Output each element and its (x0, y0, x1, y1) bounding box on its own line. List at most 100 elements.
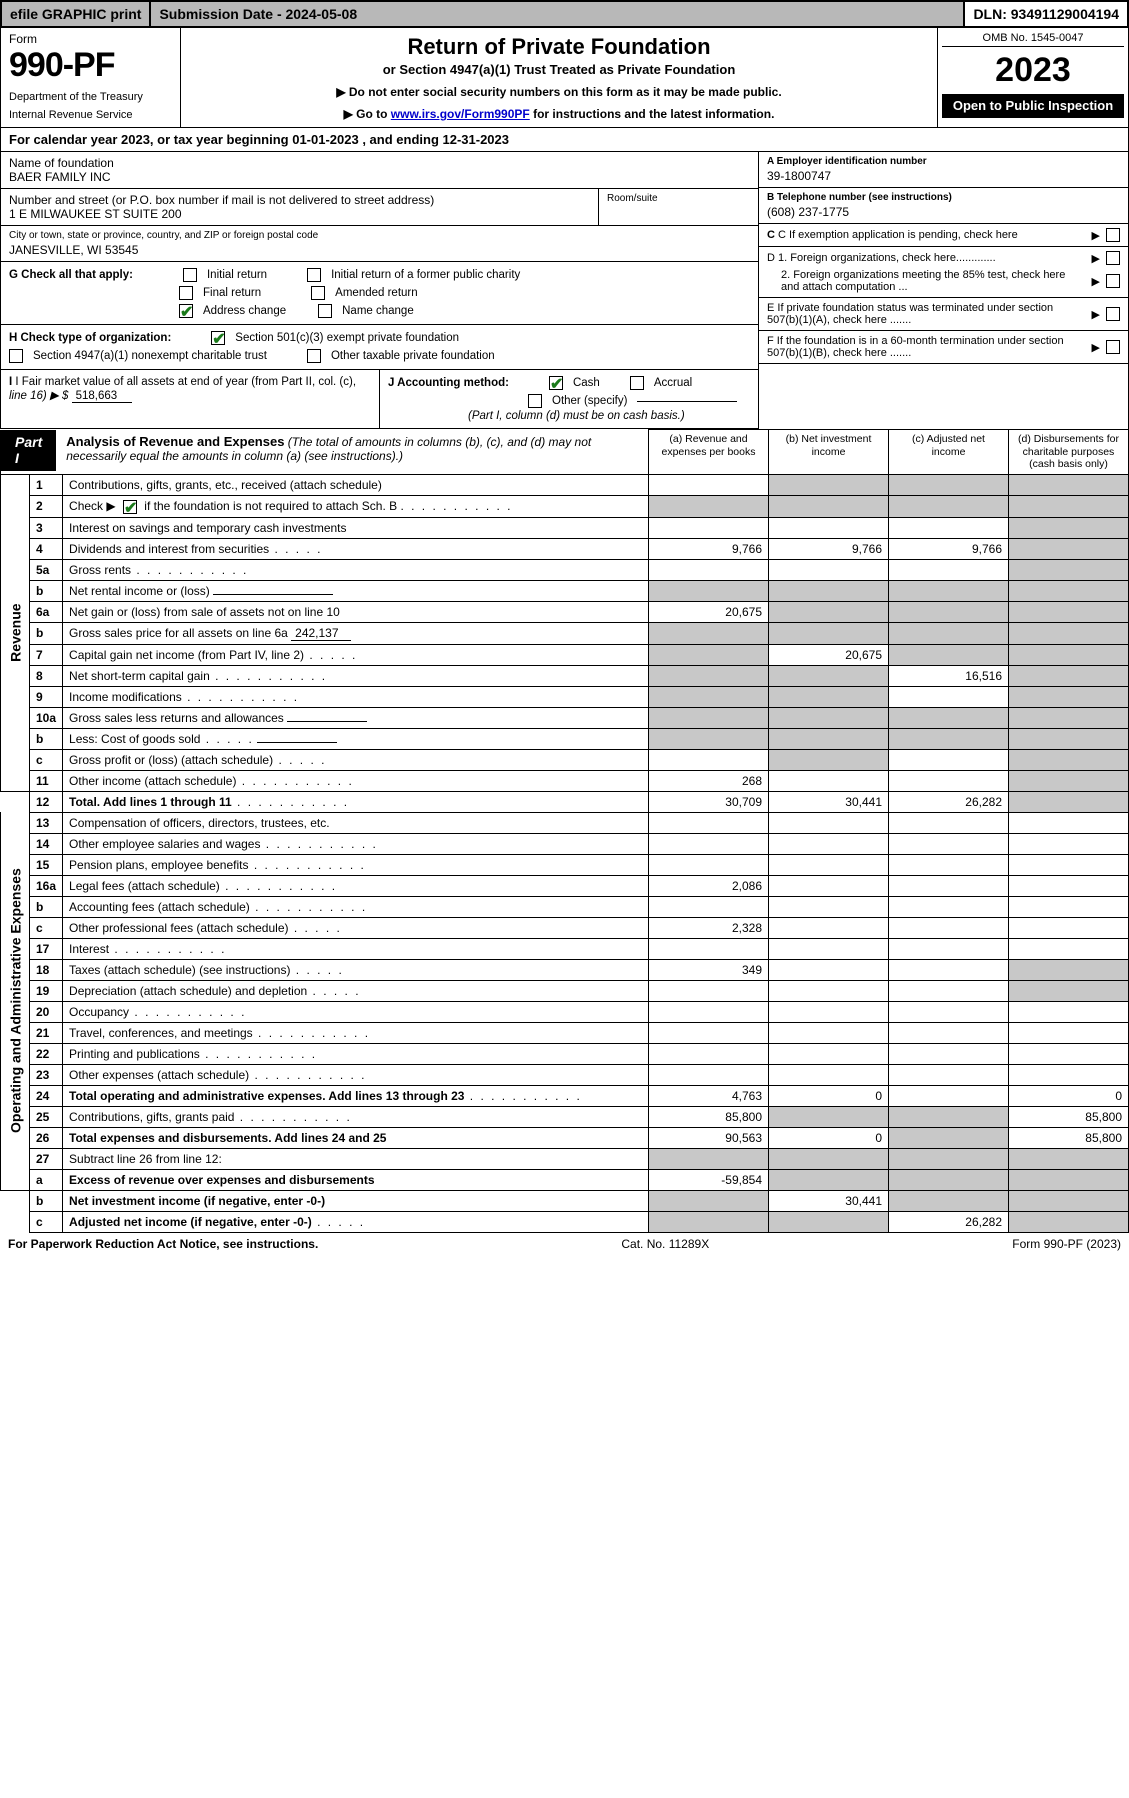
line2-pre: Check ▶ (69, 499, 116, 513)
footer: For Paperwork Reduction Act Notice, see … (0, 1233, 1129, 1255)
chk-4947[interactable] (9, 349, 23, 363)
line9: Income modifications (69, 690, 182, 704)
chk-d2[interactable] (1106, 274, 1120, 288)
blank10a (287, 721, 367, 722)
analysis-table: Part I Analysis of Revenue and Expenses … (0, 429, 1129, 1233)
line10b: Less: Cost of goods sold (63, 728, 649, 749)
chk-cash[interactable] (549, 376, 563, 390)
lbl-initial-former: Initial return of a former public charit… (331, 269, 520, 281)
v6a: 20,675 (649, 601, 769, 622)
tax-year: 2023 (942, 51, 1124, 90)
f-label: F If the foundation is in a 60-month ter… (767, 335, 1086, 359)
section-i: I I Fair market value of all assets at e… (1, 370, 380, 428)
d2-label: 2. Foreign organizations meeting the 85%… (781, 269, 1086, 293)
chk-f[interactable] (1106, 340, 1120, 354)
v8c: 16,516 (889, 665, 1009, 686)
j-lead: J Accounting method: (388, 377, 509, 389)
expenses-label: Operating and Administrative Expenses (1, 812, 30, 1190)
ein: 39-1800747 (767, 169, 1120, 183)
line7: Capital gain net income (from Part IV, l… (69, 648, 304, 662)
part1-title-text: Analysis of Revenue and Expenses (66, 434, 284, 449)
chk-name[interactable] (318, 304, 332, 318)
lbl-name: Name change (342, 305, 414, 317)
line20: Occupancy (69, 1005, 129, 1019)
lbl-501c3: Section 501(c)(3) exempt private foundat… (235, 332, 459, 344)
a-label: A Employer identification number (767, 156, 1120, 167)
line3: Interest on savings and temporary cash i… (63, 517, 649, 538)
chk-initial[interactable] (183, 268, 197, 282)
note-ssn: ▶ Do not enter social security numbers o… (191, 85, 927, 99)
omb: OMB No. 1545-0047 (942, 32, 1124, 47)
room-label: Room/suite (598, 189, 758, 226)
chk-accrual[interactable] (630, 376, 644, 390)
line23: Other expenses (attach schedule) (69, 1068, 249, 1082)
line2-suf: if the foundation is not required to att… (144, 499, 397, 513)
chk-amended[interactable] (311, 286, 325, 300)
blank10b (257, 742, 337, 743)
form-header: Form 990-PF Department of the Treasury I… (0, 28, 1129, 128)
line10c: Gross profit or (loss) (attach schedule) (69, 753, 273, 767)
v24b: 0 (769, 1085, 889, 1106)
chk-c[interactable] (1106, 228, 1120, 242)
i-value: 518,663 (72, 390, 132, 403)
v24a: 4,763 (649, 1085, 769, 1106)
submission-date: Submission Date - 2024-05-08 (151, 2, 965, 26)
v25d: 85,800 (1009, 1106, 1129, 1127)
v27b: 30,441 (769, 1190, 889, 1211)
name-label: Name of foundation (9, 156, 750, 170)
col-c: (c) Adjusted net income (889, 430, 1009, 475)
v11a: 268 (649, 770, 769, 791)
v4a: 9,766 (649, 538, 769, 559)
lbl-address: Address change (203, 305, 286, 317)
chk-initial-former[interactable] (307, 268, 321, 282)
lbl-cash: Cash (573, 377, 600, 389)
j-note: (Part I, column (d) must be on cash basi… (468, 410, 750, 422)
chk-501c3[interactable] (211, 331, 225, 345)
col-a: (a) Revenue and expenses per books (649, 430, 769, 475)
form-label: Form (9, 32, 172, 46)
chk-schb[interactable] (123, 500, 137, 514)
chk-address[interactable] (179, 304, 193, 318)
v18a: 349 (649, 959, 769, 980)
chk-other-acct[interactable] (528, 394, 542, 408)
lbl-amended: Amended return (335, 287, 417, 299)
note-goto: ▶ Go to www.irs.gov/Form990PF for instru… (191, 107, 927, 121)
chk-d1[interactable] (1106, 251, 1120, 265)
efile-label: efile GRAPHIC print (2, 2, 151, 26)
line5b: Net rental income or (loss) (69, 584, 210, 598)
form-title: Return of Private Foundation (191, 34, 927, 60)
v24d: 0 (1009, 1085, 1129, 1106)
v16a: 2,086 (649, 875, 769, 896)
chk-e[interactable] (1106, 307, 1120, 321)
v27c: 26,282 (889, 1211, 1009, 1232)
v6b: 242,137 (291, 626, 351, 641)
line1: Contributions, gifts, grants, etc., rece… (63, 474, 649, 495)
line16b: Accounting fees (attach schedule) (69, 900, 250, 914)
foundation-addr: 1 E MILWAUKEE ST SUITE 200 (9, 207, 590, 221)
addr-label: Number and street (or P.O. box number if… (9, 193, 590, 207)
calendar-year: For calendar year 2023, or tax year begi… (0, 128, 1129, 152)
top-bar: efile GRAPHIC print Submission Date - 20… (0, 0, 1129, 28)
line24: Total operating and administrative expen… (69, 1089, 464, 1103)
chk-final[interactable] (179, 286, 193, 300)
v12b: 30,441 (769, 791, 889, 812)
lbl-other-acct: Other (specify) (552, 395, 627, 407)
dln: DLN: 93491129004194 (965, 2, 1127, 26)
line4: Dividends and interest from securities (69, 542, 269, 556)
i-line16: line 16) ▶ $ (9, 390, 68, 402)
lbl-other-tax: Other taxable private foundation (331, 350, 495, 362)
line8: Net short-term capital gain (69, 669, 210, 683)
h-lead: H Check type of organization: (9, 332, 171, 344)
line26: Total expenses and disbursements. Add li… (69, 1131, 386, 1145)
chk-other-tax[interactable] (307, 349, 321, 363)
line6a: Net gain or (loss) from sale of assets n… (63, 601, 649, 622)
dept: Department of the Treasury (9, 91, 172, 103)
v26a: 90,563 (649, 1127, 769, 1148)
open-inspection: Open to Public Inspection (942, 94, 1124, 118)
footer-left: For Paperwork Reduction Act Notice, see … (8, 1237, 318, 1251)
line10a: Gross sales less returns and allowances (63, 707, 649, 728)
irs-link[interactable]: www.irs.gov/Form990PF (391, 107, 530, 121)
irs: Internal Revenue Service (9, 109, 172, 121)
lbl-4947: Section 4947(a)(1) nonexempt charitable … (33, 350, 267, 362)
line17: Interest (69, 942, 109, 956)
